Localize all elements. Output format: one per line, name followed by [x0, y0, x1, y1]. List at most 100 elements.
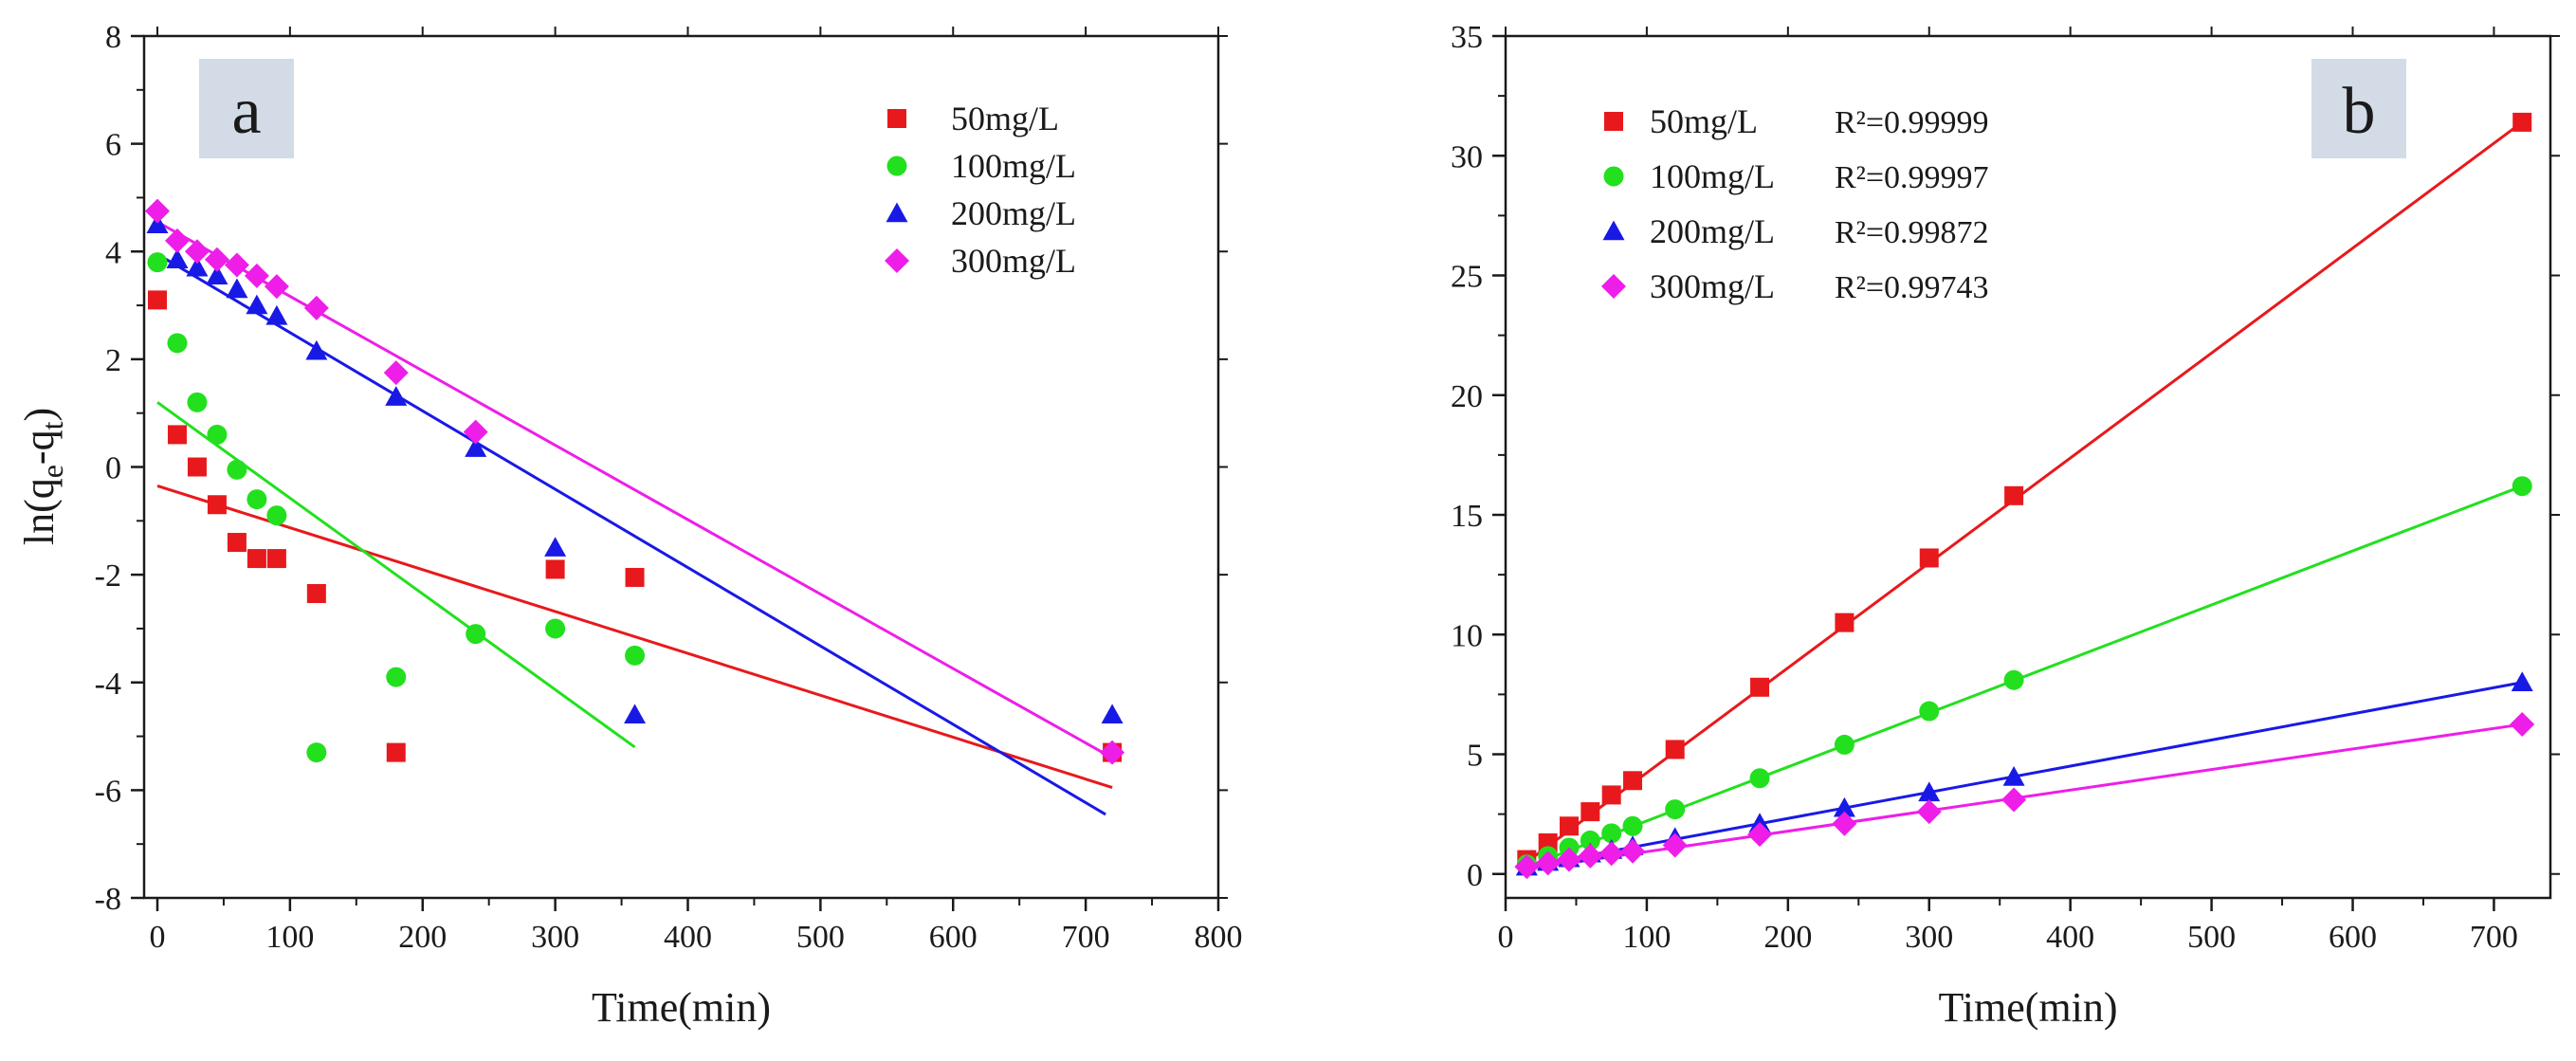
data-point — [1919, 701, 1940, 722]
legend-label: 50mg/L — [951, 100, 1059, 137]
y-tick-label: 4 — [105, 235, 121, 270]
data-point — [1833, 796, 1855, 817]
x-tick-label: 200 — [398, 920, 447, 955]
legend: 50mg/L R²=0.99999 100mg/L R²=0.99997 200mg/L… — [1601, 102, 1989, 305]
data-point — [385, 386, 408, 406]
data-point — [386, 742, 406, 762]
data-point — [624, 704, 647, 724]
data-point — [186, 256, 209, 277]
x-tick-label: 800 — [1195, 920, 1243, 955]
data-point — [2001, 787, 2027, 813]
x-tick-label: 100 — [1622, 920, 1671, 955]
data-point — [1578, 843, 1603, 869]
data-point — [383, 360, 409, 386]
y-tick-label: 30 — [1451, 139, 1483, 174]
x-tick-label: 700 — [2470, 920, 2518, 955]
fit-line-200mg/L — [156, 252, 1106, 816]
data-point — [206, 265, 228, 285]
y-tick-label: 35 — [1451, 20, 1483, 55]
data-point — [625, 645, 646, 666]
data-point — [545, 618, 566, 639]
data-point — [167, 425, 187, 445]
data-point — [187, 457, 207, 477]
data-point — [164, 228, 190, 253]
data-point — [1560, 816, 1580, 836]
panel-label-box — [199, 59, 294, 158]
data-point — [544, 537, 567, 557]
data-point — [1601, 785, 1621, 805]
x-tick-label: 500 — [2187, 920, 2236, 955]
data-point — [227, 533, 247, 553]
x-axis-title: Time(min) — [1938, 984, 2117, 1031]
x-axis-title: Time(min) — [592, 984, 771, 1031]
legend-r2: R²=0.99997 — [1835, 160, 1989, 195]
x-tick-label: 700 — [1062, 920, 1110, 955]
x-tick-label: 100 — [265, 920, 314, 955]
fit-line-50mg/L — [1526, 120, 2524, 864]
data-point — [306, 742, 327, 763]
legend-marker — [1602, 220, 1625, 241]
data-point — [1557, 847, 1582, 872]
data-point — [305, 339, 328, 360]
data-point — [266, 505, 287, 526]
chart-panel-a: 0 100 200 300 400 500 600 700 800 -8 -6 -4 -2 0 2 4 6 8 Ti… — [16, 20, 1243, 1031]
legend-label: 100mg/L — [951, 147, 1076, 185]
data-point — [386, 667, 407, 687]
x-tick-label: 300 — [1905, 920, 1953, 955]
fit-line-100mg/L — [1526, 485, 2523, 869]
data-point — [224, 252, 249, 278]
x-tick-label: 400 — [2046, 920, 2094, 955]
data-point — [1665, 740, 1685, 759]
data-point — [144, 198, 170, 224]
x-tick-label: 0 — [149, 920, 165, 955]
y-axis-title: ln(qe-qt) — [16, 408, 69, 545]
x-tick-label: 600 — [929, 920, 977, 955]
data-point — [1916, 799, 1942, 825]
data-point — [1835, 613, 1854, 632]
data-point — [1535, 851, 1561, 876]
legend-marker — [886, 155, 907, 176]
data-point — [1750, 677, 1770, 697]
data-point — [465, 437, 487, 457]
x-tick-label: 200 — [1763, 920, 1812, 955]
y-tick-label: 8 — [105, 20, 121, 55]
x-tick-label: 300 — [531, 920, 579, 955]
x-tick-label: 400 — [664, 920, 712, 955]
data-point — [147, 290, 167, 310]
data-point — [625, 567, 645, 587]
legend-marker — [1604, 112, 1623, 131]
fit-line-300mg/L — [156, 220, 1113, 759]
data-point — [463, 419, 488, 445]
data-point — [1919, 548, 1939, 568]
y-tick-label: 0 — [105, 451, 121, 486]
data-point — [2004, 485, 2024, 505]
x-tick-label: 500 — [796, 920, 845, 955]
data-point — [1620, 838, 1646, 864]
fit-line-200mg/L — [1526, 681, 2523, 869]
data-point — [146, 213, 169, 234]
legend-marker — [885, 248, 909, 273]
y-tick-label: 20 — [1451, 379, 1483, 414]
data-point — [184, 239, 210, 265]
y-tick-label: 15 — [1451, 499, 1483, 534]
panel-label-box — [2311, 59, 2406, 158]
data-point — [207, 424, 228, 445]
y-tick-label: -4 — [95, 667, 121, 702]
data-point — [147, 252, 168, 273]
plot-frame — [1504, 34, 2552, 900]
data-point — [2511, 671, 2533, 691]
data-point — [207, 495, 227, 515]
panel-label: b — [2343, 75, 2376, 148]
legend-label: 300mg/L — [1650, 267, 1775, 305]
data-point — [1622, 815, 1643, 836]
data-point — [1580, 802, 1600, 822]
chart-panel-b: 0 100 200 300 400 500 600 700 0 5 10 15 20 25 30 35 Time… — [1451, 20, 2560, 1031]
data-point — [226, 278, 248, 299]
x-tick-label: 600 — [2329, 920, 2377, 955]
data-point — [1514, 854, 1540, 880]
y-tick-label: 25 — [1451, 260, 1483, 295]
legend-marker — [886, 202, 908, 223]
data-point — [2512, 112, 2532, 132]
data-point — [187, 392, 208, 412]
data-point — [1665, 799, 1686, 820]
